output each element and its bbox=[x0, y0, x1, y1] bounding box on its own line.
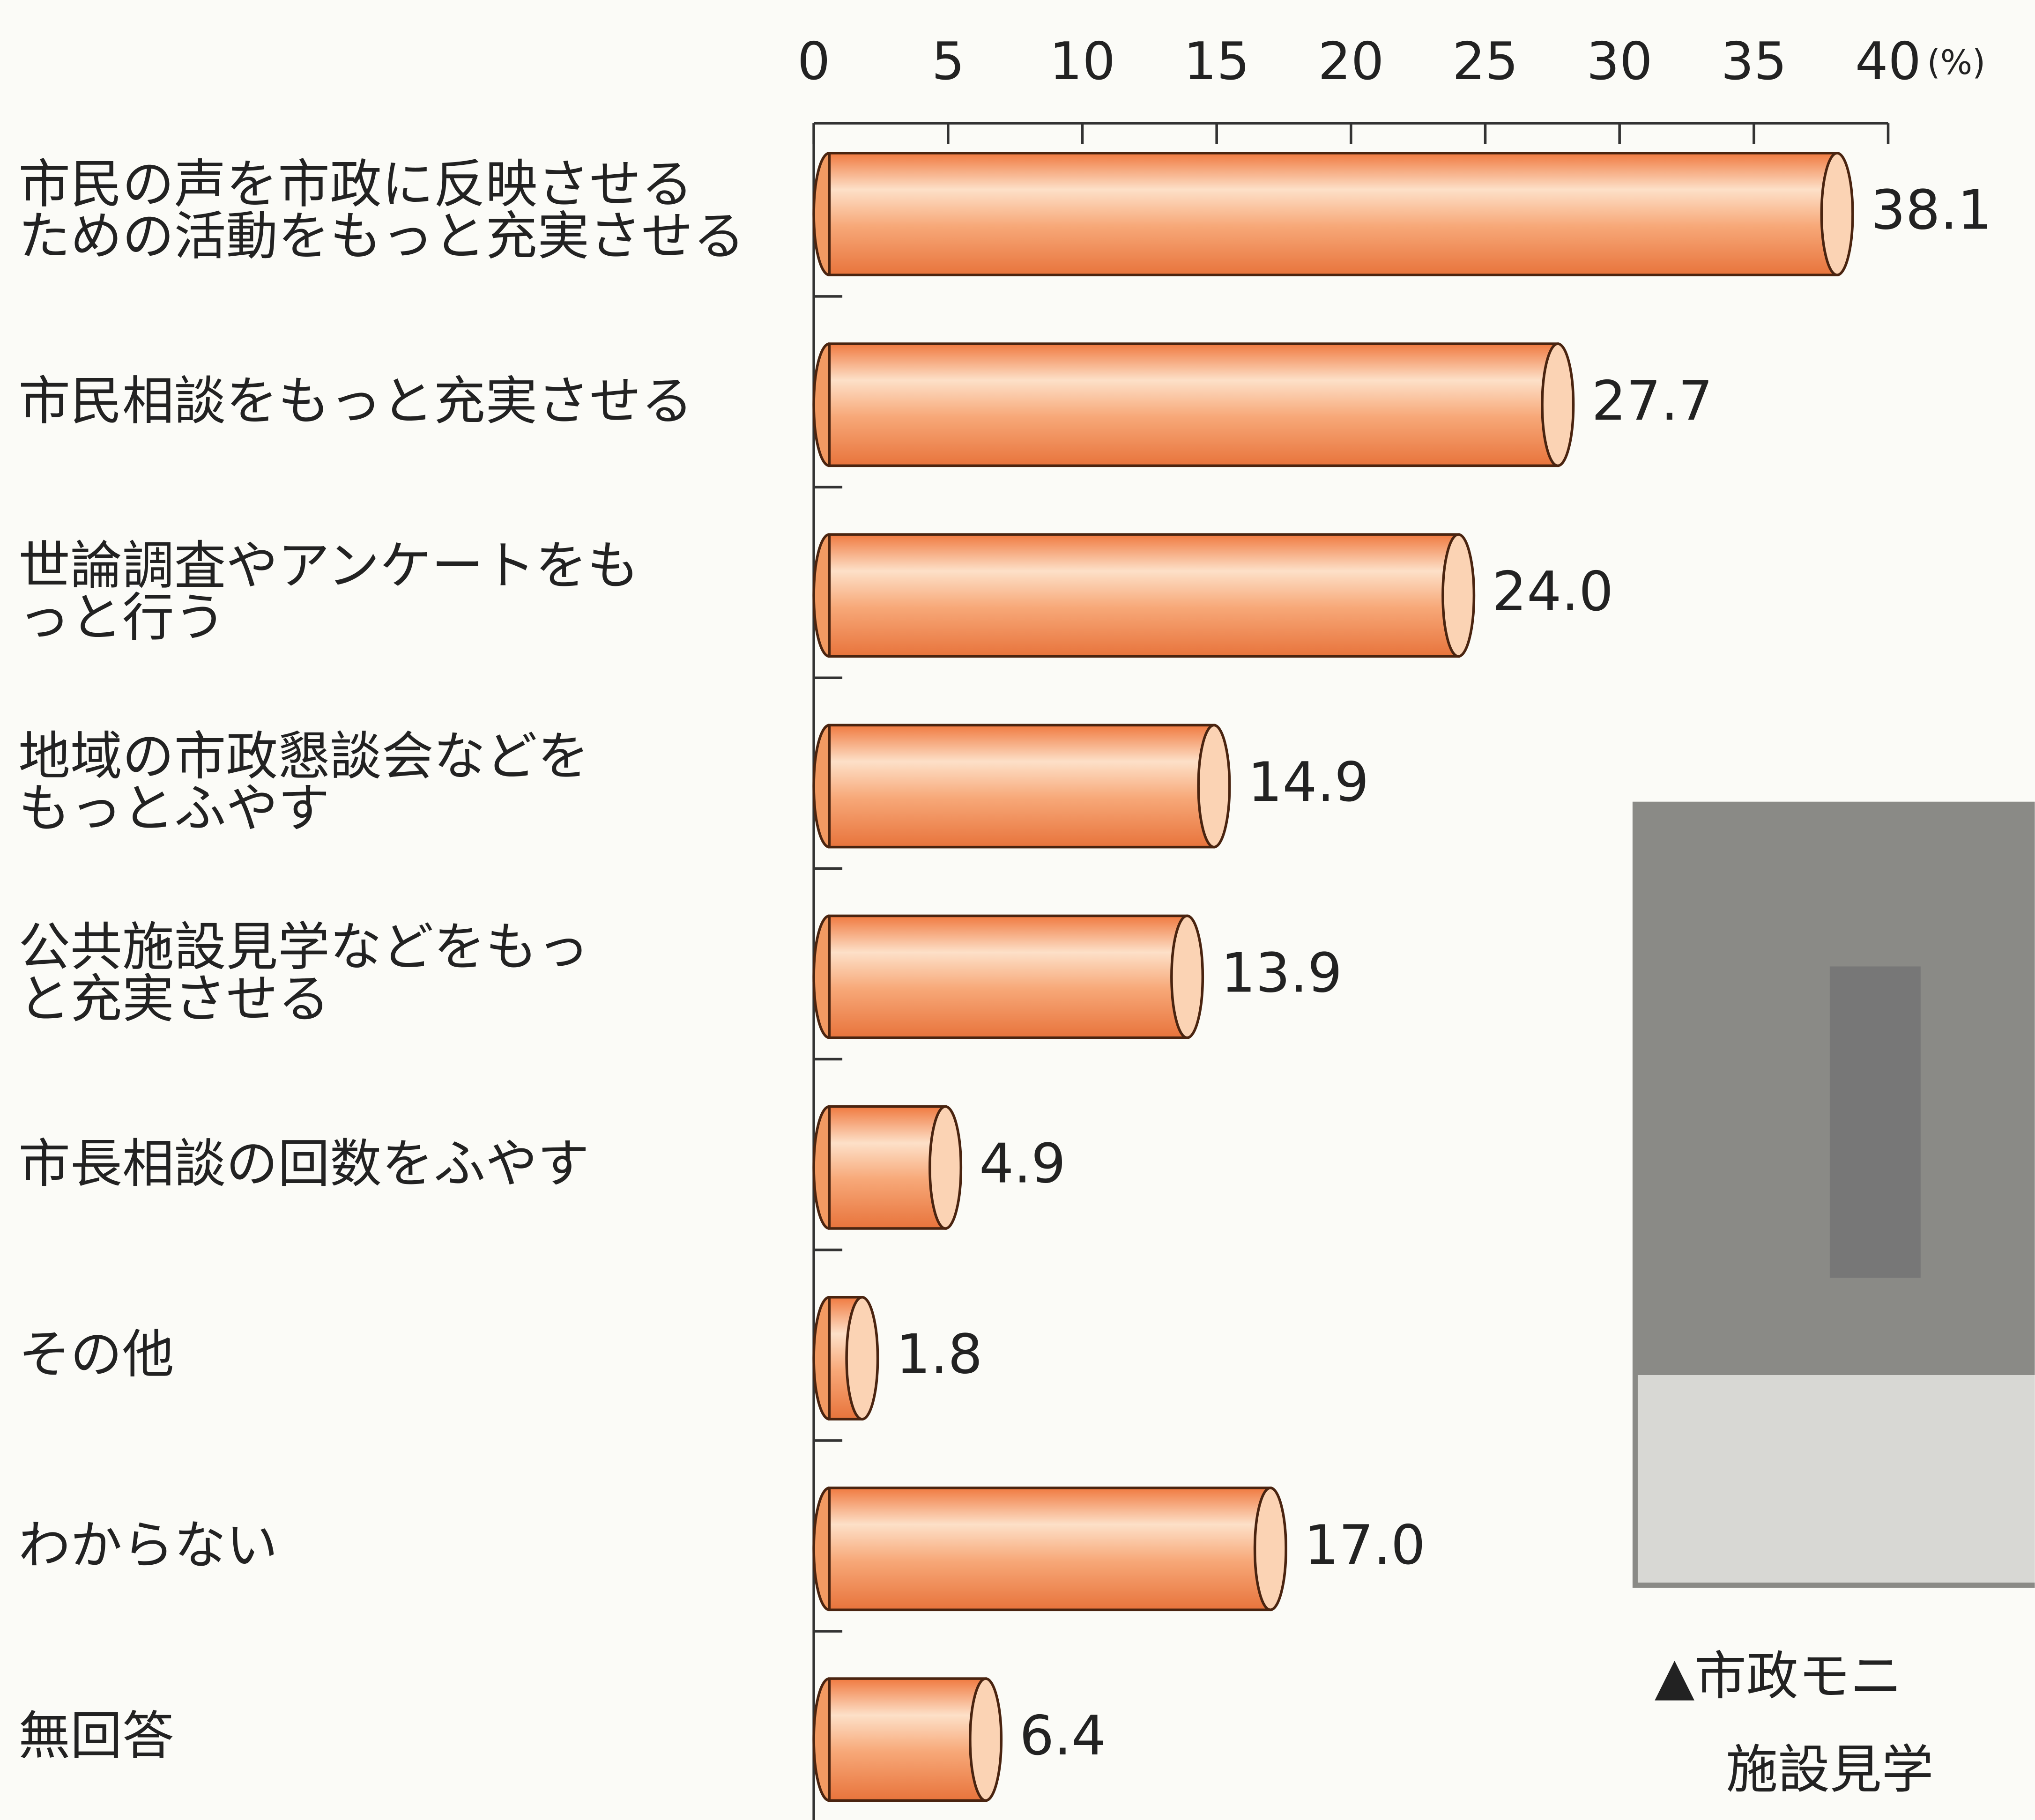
value-label: 14.9 bbox=[1248, 751, 1369, 814]
value-label: 6.4 bbox=[1019, 1704, 1106, 1768]
x-tick-label: 35 bbox=[1721, 31, 1787, 92]
bar-cap bbox=[1172, 916, 1203, 1037]
y-tick-label: 市民相談をもっと充実させる bbox=[18, 371, 693, 431]
value-label: 27.7 bbox=[1591, 370, 1713, 433]
bar-end bbox=[814, 725, 829, 847]
x-tick-label: 20 bbox=[1318, 31, 1384, 92]
value-label: 13.9 bbox=[1221, 941, 1342, 1005]
bar-end bbox=[814, 153, 829, 275]
photo-detail bbox=[1830, 966, 1921, 1278]
photo-detail bbox=[1638, 1375, 2035, 1583]
y-tick-label: 市長相談の回数をふやす bbox=[18, 1134, 589, 1194]
bar-cap bbox=[1443, 534, 1474, 656]
bar bbox=[829, 1679, 986, 1800]
bar bbox=[829, 153, 1837, 275]
photo-caption: ▲市政モニ bbox=[1655, 1646, 1902, 1707]
x-tick-label: 40 bbox=[1855, 31, 1921, 92]
bar-cap bbox=[1255, 1488, 1286, 1610]
bar-cap bbox=[847, 1297, 877, 1419]
value-label: 24.0 bbox=[1492, 560, 1613, 623]
x-axis-unit: (%) bbox=[1927, 43, 1986, 82]
y-tick-label: その他 bbox=[18, 1324, 174, 1385]
bar-cap bbox=[1542, 344, 1573, 466]
y-tick-label: 公共施設見学などをもっと充実させる bbox=[18, 917, 589, 1030]
bar-end bbox=[814, 1679, 829, 1800]
bar bbox=[829, 1107, 945, 1228]
y-tick-label: 地域の市政懇談会などをもっとふやす bbox=[18, 726, 589, 839]
bar-cap bbox=[930, 1107, 961, 1228]
bar-end bbox=[814, 1107, 829, 1228]
bar bbox=[829, 916, 1187, 1037]
page: {"chart_data": {"type": "bar", "orientat… bbox=[0, 0, 2035, 1820]
value-label: 4.9 bbox=[979, 1132, 1066, 1196]
photo-caption: 施設見学 bbox=[1726, 1740, 1933, 1800]
x-tick-label: 5 bbox=[932, 31, 965, 92]
bar bbox=[829, 1488, 1270, 1610]
x-tick-label: 0 bbox=[797, 31, 830, 92]
bar-end bbox=[814, 1488, 829, 1610]
y-tick-label: 市民の声を市政に反映させるための活動をもっと充実させる bbox=[18, 155, 745, 267]
y-tick-label: わからない bbox=[18, 1515, 278, 1576]
bar-end bbox=[814, 344, 829, 466]
x-tick-label: 25 bbox=[1452, 31, 1518, 92]
bar-end bbox=[814, 1297, 829, 1419]
bar bbox=[829, 534, 1458, 656]
bar-end bbox=[814, 916, 829, 1037]
bar bbox=[829, 344, 1558, 466]
x-tick-label: 10 bbox=[1049, 31, 1115, 92]
bar bbox=[829, 725, 1214, 847]
value-label: 1.8 bbox=[896, 1323, 982, 1386]
bar-cap bbox=[970, 1679, 1001, 1800]
value-label: 38.1 bbox=[1871, 179, 1992, 242]
y-tick-label: 無回答 bbox=[18, 1706, 174, 1767]
y-tick-label: 世論調査やアンケートをもっと行う bbox=[18, 536, 639, 648]
bar-end bbox=[814, 534, 829, 656]
x-tick-label: 30 bbox=[1587, 31, 1653, 92]
value-label: 17.0 bbox=[1304, 1514, 1426, 1577]
bar-cap bbox=[1198, 725, 1229, 847]
bar-cap bbox=[1821, 153, 1852, 275]
chart: ▲市政モニ 施設見学 0 5 10 15 20 25 30 35 40(%) 市民の声を市政に反映… bbox=[0, 0, 2035, 1820]
x-tick-label: 15 bbox=[1184, 31, 1250, 92]
